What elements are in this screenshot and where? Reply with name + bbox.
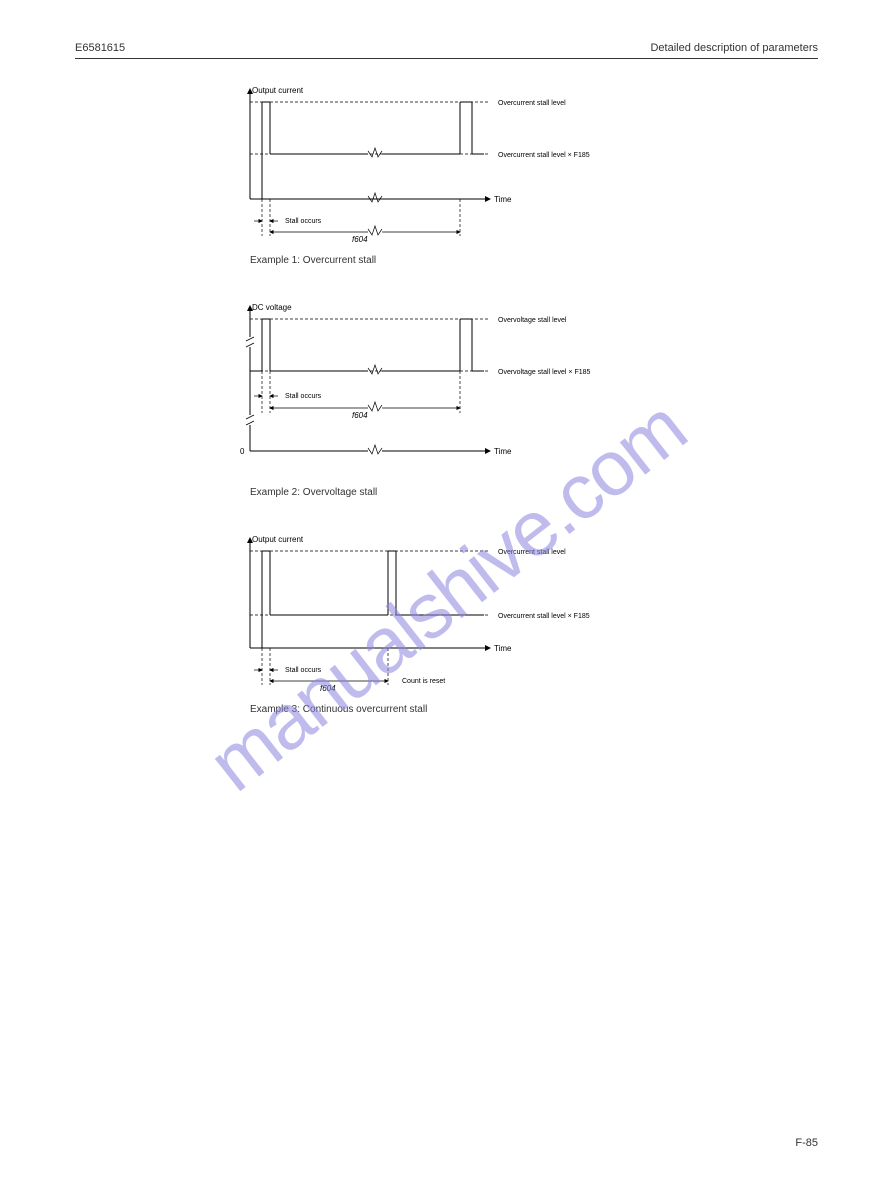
header-right: Detailed description of parameters <box>650 42 818 54</box>
chart2-zero-label: 0 <box>240 447 245 456</box>
chart2-f604-label: f604 <box>352 411 368 420</box>
chart2-high-label: Overvoltage stall level <box>498 317 567 324</box>
chart3-reset-label: Count is reset <box>402 678 445 685</box>
charts-container: Output current Time Overcurrent stall le… <box>240 84 740 715</box>
header-left: E6581615 <box>75 42 125 54</box>
chart3-f604-label: f604 <box>320 684 336 693</box>
chart1-caption: Example 1: Overcurrent stall <box>250 255 740 266</box>
chart1-svg: Output current Time Overcurrent stall le… <box>240 84 660 249</box>
chart-continuous-overcurrent-stall: Output current Time Overcurrent stall le… <box>240 533 740 715</box>
chart2-ylabel: DC voltage <box>252 303 292 312</box>
chart2-svg: DC voltage Time Overvoltage stall level … <box>240 301 660 481</box>
chart3-ylabel: Output current <box>252 535 304 544</box>
chart3-xlabel: Time <box>494 644 512 653</box>
chart1-ylabel: Output current <box>252 86 304 95</box>
page-header: E6581615 Detailed description of paramet… <box>75 42 818 54</box>
chart2-caption: Example 2: Overvoltage stall <box>250 487 740 498</box>
chart2-stall-label: Stall occurs <box>285 393 322 400</box>
chart1-f604-label: f604 <box>352 235 368 244</box>
chart-overvoltage-stall: DC voltage Time Overvoltage stall level … <box>240 301 740 498</box>
chart3-high-label: Overcurrent stall level <box>498 549 566 556</box>
chart-overcurrent-stall: Output current Time Overcurrent stall le… <box>240 84 740 266</box>
chart1-stall-label: Stall occurs <box>285 218 322 225</box>
chart3-mid-label: Overcurrent stall level × F185 <box>498 613 590 620</box>
document-page: E6581615 Detailed description of paramet… <box>0 0 893 1191</box>
chart3-stall-label: Stall occurs <box>285 667 322 674</box>
chart1-mid-label: Overcurrent stall level × F185 <box>498 152 590 159</box>
chart1-high-label: Overcurrent stall level <box>498 100 566 107</box>
chart3-caption: Example 3: Continuous overcurrent stall <box>250 704 740 715</box>
chart2-xlabel: Time <box>494 447 512 456</box>
chart1-xlabel: Time <box>494 195 512 204</box>
header-divider <box>75 58 818 59</box>
page-number: F-85 <box>795 1137 818 1149</box>
chart2-mid-label: Overvoltage stall level × F185 <box>498 369 591 376</box>
chart3-svg: Output current Time Overcurrent stall le… <box>240 533 660 698</box>
